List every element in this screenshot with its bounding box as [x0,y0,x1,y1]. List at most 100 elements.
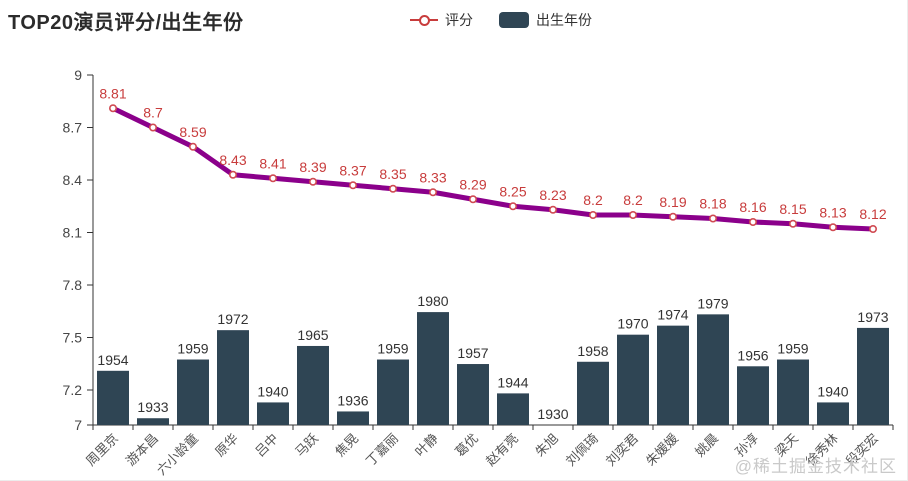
rating-point[interactable] [828,223,837,232]
bar-value-label: 1954 [97,352,128,368]
rating-point[interactable] [548,205,557,214]
rating-value-label: 8.43 [219,152,246,168]
rating-value-label: 8.33 [419,169,446,185]
bar[interactable] [337,411,369,425]
bar[interactable] [97,370,129,425]
chart-title: TOP20演员评分/出生年份 [8,12,244,34]
bar-value-label: 1974 [657,307,688,323]
rating-value-label: 8.23 [539,187,566,203]
rating-value-label: 8.12 [859,206,886,222]
rating-point[interactable] [149,123,158,132]
rating-point[interactable] [428,188,437,197]
bar-value-label: 1957 [457,345,488,361]
x-category-label: 刘佩琦 [563,431,601,469]
rating-point[interactable] [388,184,397,193]
rating-point[interactable] [788,219,797,228]
rating-point[interactable] [748,218,757,227]
x-category-label: 六小龄童 [154,431,201,478]
bar[interactable] [457,364,489,425]
x-category-label: 葛优 [452,431,481,460]
x-category-label: 游本昌 [123,431,161,469]
rating-value-label: 8.37 [339,162,366,178]
x-category-label: 叶静 [412,431,441,460]
bar[interactable] [817,402,849,425]
rating-point[interactable] [348,181,357,190]
bar-value-label: 1959 [777,341,808,357]
bar[interactable] [617,334,649,425]
bar-series-icon [499,12,529,28]
bar-value-label: 1944 [497,374,528,390]
rating-point[interactable] [229,170,238,179]
watermark: @稀土掘金技术社区 [734,457,897,476]
bar[interactable] [857,327,889,425]
line-series-icon [410,13,438,27]
x-category-label: 姚晨 [692,431,721,460]
bar-value-label: 1973 [857,309,888,325]
bar-value-label: 1958 [577,343,608,359]
legend-item-birthyear[interactable]: 出生年份 [499,10,592,30]
rating-value-label: 8.81 [99,85,126,101]
bar[interactable] [777,359,809,425]
bar[interactable] [657,325,689,425]
rating-value-label: 8.2 [623,192,643,208]
bar-value-label: 1940 [817,383,848,399]
rating-value-label: 8.39 [299,159,326,175]
rating-point[interactable] [868,225,877,234]
x-category-label: 焦晃 [332,431,361,460]
y-tick-label: 9 [74,67,82,83]
legend-label-birthyear: 出生年份 [536,12,592,28]
bar-value-label: 1933 [137,399,168,415]
bar[interactable] [257,402,289,425]
bar-value-label: 1940 [257,383,288,399]
x-category-label: 朱媛媛 [643,431,681,469]
rating-value-label: 8.19 [659,194,686,210]
bar[interactable] [417,312,449,425]
rating-value-label: 8.29 [459,176,486,192]
y-tick-label: 8.4 [63,172,83,188]
rating-point[interactable] [189,142,198,151]
y-tick-label: 7 [74,417,82,433]
rating-point[interactable] [109,104,118,113]
rating-line [110,105,876,232]
bar-value-label: 1970 [617,316,648,332]
rating-value-label: 8.7 [143,105,163,121]
rating-point[interactable] [668,212,677,221]
bar[interactable] [177,359,209,425]
bar-value-label: 1979 [697,295,728,311]
rating-value-label: 8.15 [779,201,806,217]
rating-point[interactable] [708,214,717,223]
rating-point[interactable] [308,177,317,186]
legend-label-rating: 评分 [445,12,473,28]
bar-value-label: 1972 [217,311,248,327]
bar[interactable] [737,366,769,425]
rating-point[interactable] [468,195,477,204]
legend: 评分 出生年份 [410,10,592,30]
bar[interactable] [137,418,169,425]
rating-point[interactable] [628,211,637,220]
rating-value-label: 8.59 [179,124,206,140]
bar-value-label: 1959 [177,341,208,357]
y-tick-label: 8.1 [63,225,83,241]
bar[interactable] [297,345,329,425]
y-tick-label: 7.8 [63,277,83,293]
rating-point[interactable] [268,174,277,183]
bar-value-label: 1980 [417,293,448,309]
bar[interactable] [577,361,609,425]
x-category-label: 周里京 [83,431,121,469]
legend-item-rating[interactable]: 评分 [410,10,473,30]
bar[interactable] [377,359,409,425]
bar[interactable] [697,314,729,425]
x-category-label: 赵有亮 [483,431,521,469]
rating-value-label: 8.18 [699,196,726,212]
bar-value-label: 1959 [377,341,408,357]
bar[interactable] [497,393,529,425]
rating-point[interactable] [588,211,597,220]
rating-point[interactable] [508,202,517,211]
bar[interactable] [217,330,249,425]
x-category-label: 马跃 [292,431,321,460]
y-tick-label: 7.2 [63,382,83,398]
rating-value-label: 8.41 [259,155,286,171]
x-category-label: 原华 [212,431,241,460]
